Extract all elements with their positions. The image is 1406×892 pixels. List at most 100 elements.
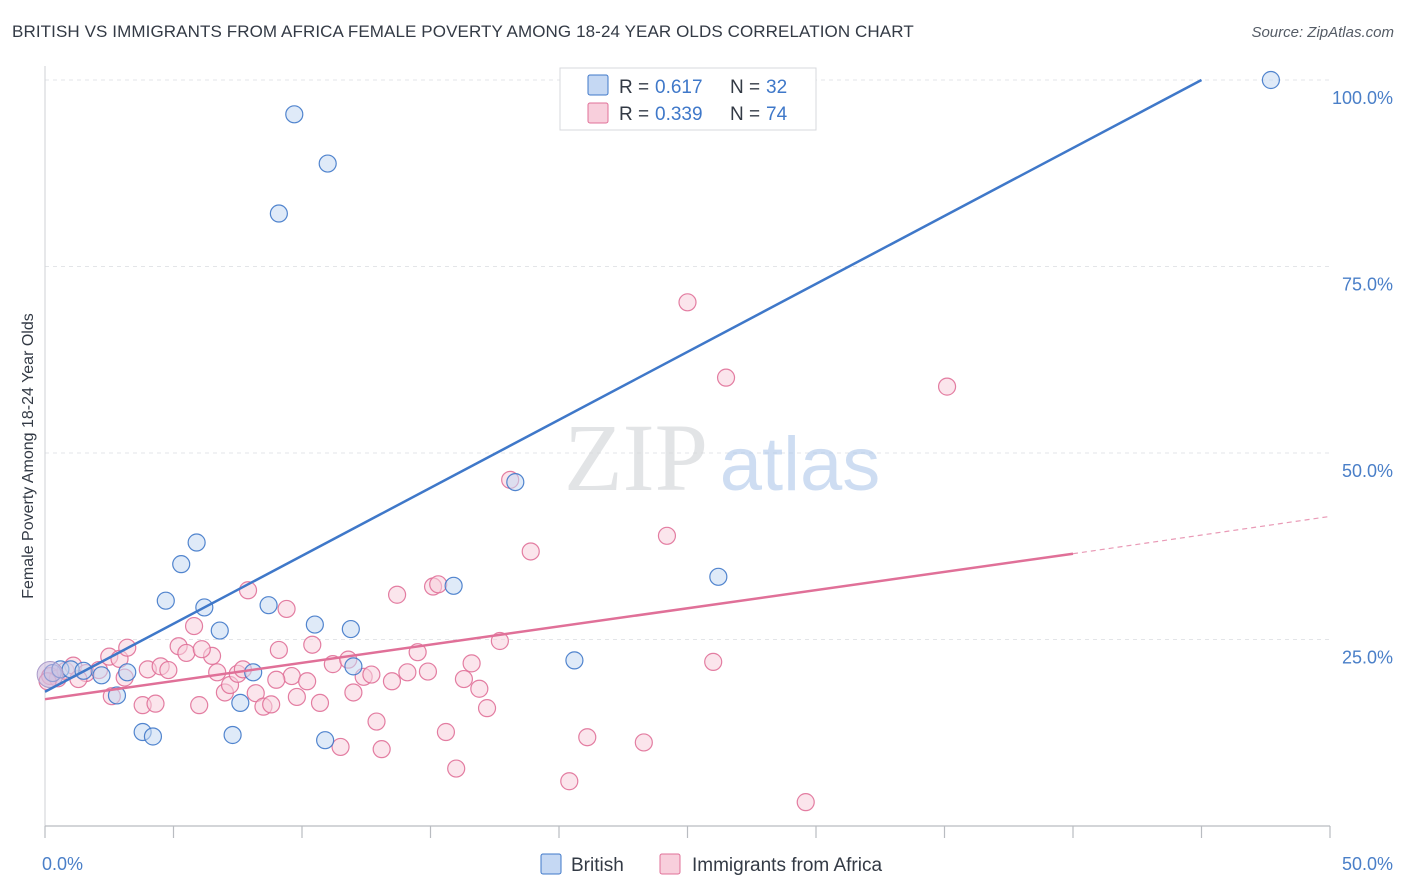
africa-point-19 [190,696,209,715]
british-point-17 [259,596,278,615]
africa-point-53 [462,654,481,673]
africa-point-48 [418,662,438,681]
africa-point-70 [192,640,211,659]
africa-point-56 [490,631,509,651]
series-british-points [36,70,1280,750]
british-point-23 [341,619,360,639]
africa-point-54 [470,679,489,698]
africa-point-73 [429,575,448,594]
africa-point-44 [382,672,402,691]
bottom-legend-africa-label: Immigrants from Africa [692,855,882,876]
x-tick-label-1: 50.0% [1342,854,1393,874]
british-point-19 [285,105,304,124]
africa-point-32 [282,666,301,686]
series-africa-points [38,293,957,812]
british-point-13 [210,621,229,640]
gridlines [45,79,1330,640]
trend-lines [44,78,1331,701]
africa-point-66 [796,793,815,812]
africa-point-52 [454,669,474,689]
watermark-zip: ZIP [564,404,708,511]
y-tick-label-3: 100.0% [1332,88,1393,108]
british-point-4 [92,666,111,685]
africa-point-61 [634,733,653,752]
british-point-9 [156,591,175,610]
origin-cluster-point [36,661,64,689]
africa-point-43 [372,740,391,759]
british-point-15 [231,693,250,713]
africa-point-31 [277,599,296,619]
british-point-21 [316,731,335,750]
africa-trend-extension [1072,515,1331,555]
africa-point-29 [262,695,281,714]
british-point-16 [244,663,263,682]
british-point-27 [565,651,584,670]
legend-africa-swatch [587,102,609,124]
tick-labels: 25.0% 50.0% 75.0% 100.0% 0.0% 50.0% [42,88,1393,874]
africa-point-21 [208,663,227,682]
british-point-31 [1261,70,1280,90]
top-legend: R = 0.617 N = 32 R = 0.339 N = 74 [559,67,817,131]
chart-title: BRITISH VS IMMIGRANTS FROM AFRICA FEMALE… [12,22,914,41]
legend-africa-r-value: 0.339 [655,104,703,125]
africa-point-36 [310,693,330,713]
axes [44,66,1331,838]
africa-point-67 [937,377,957,396]
watermark-atlas: atlas [720,422,881,507]
british-point-10 [172,555,191,574]
british-point-28 [709,567,728,586]
y-tick-label-0: 25.0% [1342,648,1393,668]
british-point-6 [118,663,137,682]
legend-british-n-label: N = [730,77,760,98]
africa-point-72 [362,665,381,684]
x-tick-label-0: 0.0% [42,854,83,874]
y-tick-label-1: 50.0% [1342,461,1393,481]
africa-point-27 [246,684,265,703]
bottom-legend-british-swatch [540,853,562,875]
africa-point-46 [398,663,417,682]
british-point-14 [223,725,242,745]
africa-point-71 [267,670,286,689]
africa-point-30 [269,640,288,660]
legend-british-r-value: 0.617 [655,77,703,98]
british-point-18 [269,204,288,223]
legend-africa-n-value: 74 [766,104,788,125]
africa-point-63 [678,293,697,312]
africa-point-34 [298,672,317,691]
africa-point-58 [521,542,540,561]
africa-point-64 [704,652,723,671]
africa-point-45 [387,585,407,604]
legend-africa-n-label: N = [730,104,760,125]
source-label: Source: ZipAtlas.com [1251,24,1394,41]
british-point-26 [506,472,525,492]
legend-british-n-value: 32 [766,77,787,98]
bottom-legend-africa-swatch [659,853,681,875]
africa-point-65 [716,368,736,387]
africa-point-38 [331,737,350,757]
africa-point-33 [287,687,306,707]
africa-point-62 [657,526,677,545]
british-point-25 [444,576,463,595]
africa-point-18 [184,616,204,636]
africa-point-55 [477,699,497,718]
africa-point-35 [303,635,322,654]
bottom-legend-british-label: British [571,855,624,876]
legend-british-swatch [587,74,609,96]
africa-trend-line [44,552,1074,701]
watermark: ZIP atlas [564,404,880,511]
africa-point-59 [560,772,579,791]
africa-point-60 [578,728,597,747]
british-point-5 [107,686,127,705]
legend-africa-r-label: R = [619,104,649,125]
british-point-20 [305,615,324,634]
british-point-8 [143,727,163,746]
africa-point-40 [344,683,363,702]
africa-point-50 [436,722,456,742]
africa-point-42 [367,712,386,731]
british-trend-line [44,78,1203,693]
africa-point-13 [146,694,165,713]
bottom-legend: British Immigrants from Africa [540,853,882,876]
legend-british-r-label: R = [619,77,649,98]
africa-point-51 [447,759,466,778]
